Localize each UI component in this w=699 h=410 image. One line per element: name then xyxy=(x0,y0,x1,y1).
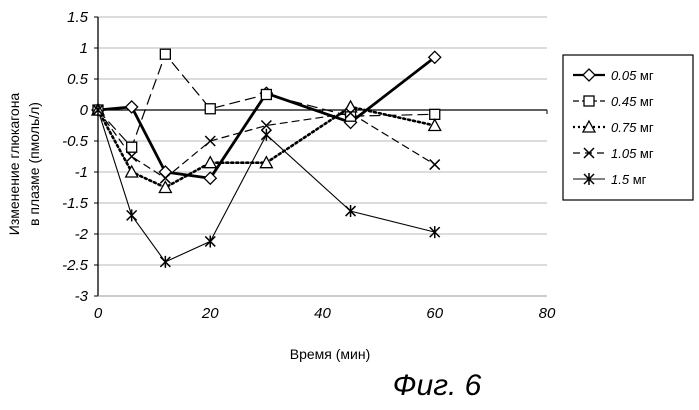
x-axis-title: Время (мин) xyxy=(290,346,371,362)
figure-caption: Фиг. 6 xyxy=(393,369,482,402)
y-tick-label: -0.5 xyxy=(62,133,89,150)
series-markers xyxy=(92,49,441,268)
legend-label: 0.75 мг xyxy=(611,120,654,135)
legend: 0.05 мг 0.45 мг 0.75 мг 1.05 мг 1.5 мг xyxy=(563,55,693,200)
y-tick-label: -2 xyxy=(75,226,89,243)
data-point-asterisk xyxy=(160,256,170,268)
data-point-square xyxy=(127,142,137,152)
data-point-x xyxy=(430,160,440,170)
data-point-square xyxy=(205,104,215,114)
data-point-asterisk xyxy=(346,205,356,217)
data-point-diamond xyxy=(126,101,138,113)
data-point-square xyxy=(430,109,440,119)
y-axis-title-line2: в плазме (пмоль/л) xyxy=(26,102,42,226)
y-tick-label: 1 xyxy=(80,40,88,57)
y-tick-label: 0.5 xyxy=(67,71,89,88)
legend-marker-square xyxy=(584,96,594,106)
data-point-asterisk xyxy=(261,129,271,141)
x-tick-label: 20 xyxy=(201,305,219,322)
data-point-diamond xyxy=(159,166,171,178)
y-tick-label: -1 xyxy=(75,164,88,181)
legend-label: 1.05 мг xyxy=(611,146,654,161)
legend-label: 1.5 мг xyxy=(611,172,647,187)
data-point-square xyxy=(160,49,170,59)
x-tick-label: 0 xyxy=(94,305,103,322)
y-tick-label: 1.5 xyxy=(67,9,89,26)
x-tick-label: 40 xyxy=(314,305,331,322)
data-point-asterisk xyxy=(127,209,137,221)
tick-labels: 1.5 1 0.5 0 -0.5 -1 -1.5 -2 -2.5 -3 0 20 40 60 80 xyxy=(62,9,556,322)
data-point-triangle xyxy=(345,101,357,112)
y-axis-title-line1: Изменение глюкагона xyxy=(6,93,22,236)
y-tick-label: 0 xyxy=(80,102,89,119)
data-point-x xyxy=(127,152,137,162)
legend-label: 0.45 мг xyxy=(611,94,654,109)
data-point-square xyxy=(261,90,271,100)
y-tick-label: -1.5 xyxy=(62,195,89,212)
series-line-triangle xyxy=(98,107,435,188)
y-tick-label: -2.5 xyxy=(62,257,89,274)
y-tick-label: -3 xyxy=(75,288,89,305)
data-point-asterisk xyxy=(430,226,440,238)
x-tick-label: 80 xyxy=(539,305,556,322)
legend-label: 0.05 мг xyxy=(611,68,654,83)
data-point-asterisk xyxy=(205,235,215,247)
x-tick-label: 60 xyxy=(426,305,443,322)
